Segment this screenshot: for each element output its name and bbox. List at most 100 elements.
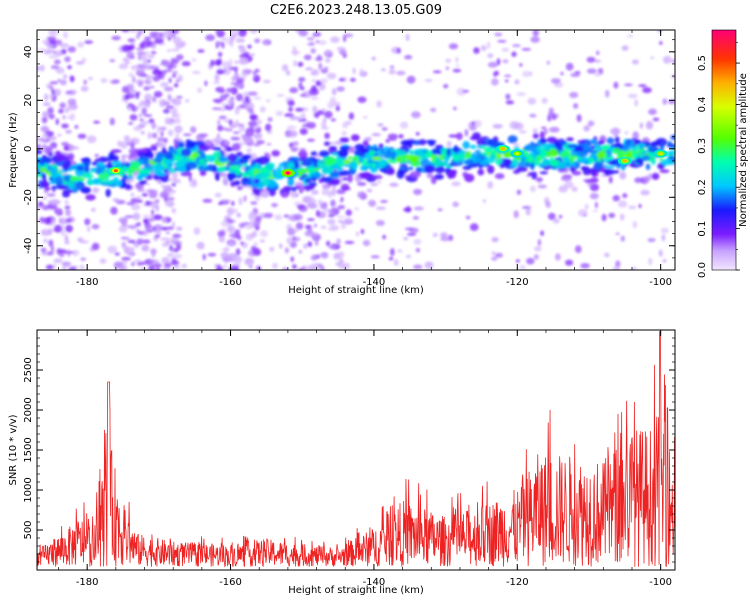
heatmap-speckle	[325, 58, 331, 63]
x-tick-label: -180	[76, 577, 99, 588]
heatmap-speckle	[405, 254, 412, 259]
heatmap-speckle	[230, 82, 239, 85]
heatmap-band-blob	[80, 187, 92, 193]
y-tick-label: 0	[23, 146, 34, 152]
heatmap-speckle	[571, 186, 578, 192]
heatmap-speckle	[231, 76, 236, 82]
heatmap-speckle	[46, 193, 56, 197]
heatmap-speckle	[134, 223, 138, 228]
heatmap-speckle	[171, 171, 178, 179]
heatmap-speckle	[348, 112, 355, 120]
colorbar-frame	[711, 29, 737, 271]
heatmap-speckle	[91, 224, 100, 230]
heatmap-speckle	[214, 59, 222, 66]
heatmap-speckle	[377, 123, 384, 127]
heatmap-speckle	[615, 260, 621, 268]
heatmap-speckle	[117, 140, 122, 147]
heatmap-speckle	[148, 217, 156, 222]
heatmap-speckle	[662, 98, 668, 105]
heatmap-speckle	[594, 59, 601, 63]
heatmap-band-blob	[560, 176, 572, 182]
colorbar-label: Normalized spectral amplitude	[738, 73, 749, 227]
heatmap-speckle	[336, 86, 345, 92]
heatmap-speckle	[221, 63, 232, 69]
heatmap-speckle	[341, 187, 351, 191]
heatmap-band-blob	[368, 149, 376, 157]
heatmap-speckle	[299, 148, 307, 152]
heatmap-speckle	[216, 69, 225, 75]
heatmap-band-blob	[156, 165, 166, 171]
heatmap-speckle	[371, 56, 376, 61]
x-tick-label: -100	[649, 277, 672, 288]
heatmap-band-blob	[530, 162, 535, 171]
heatmap-band-blob	[662, 158, 675, 165]
heatmap-speckle	[65, 129, 72, 134]
heatmap-speckle	[136, 51, 146, 56]
heatmap-speckle	[235, 119, 239, 127]
heatmap-band-blob	[102, 180, 115, 185]
heatmap-speckle	[142, 214, 150, 219]
heatmap-speckle	[375, 206, 386, 210]
heatmap-speckle	[147, 39, 152, 47]
heatmap-speckle	[47, 43, 53, 50]
heatmap-band-blob	[426, 173, 434, 179]
heatmap-band-blob	[303, 184, 315, 191]
heatmap-speckle	[234, 229, 241, 234]
heatmap-speckle	[87, 226, 91, 233]
heatmap-band-blob	[472, 132, 481, 140]
heatmap-band-blob	[462, 165, 472, 170]
heatmap-band-blob	[434, 158, 442, 167]
heatmap-band-blob	[499, 162, 506, 169]
heatmap-speckle	[529, 113, 537, 118]
heatmap-band-blob	[590, 177, 599, 183]
heatmap-speckle	[541, 97, 548, 104]
heatmap-band-blob	[202, 162, 208, 168]
heatmap-speckle	[46, 36, 57, 40]
heatmap-band-blob	[153, 173, 159, 181]
heatmap-band-blob	[329, 181, 340, 185]
heatmap-speckle	[246, 147, 252, 153]
heatmap-speckle	[171, 177, 178, 183]
heatmap-speckle	[321, 265, 325, 270]
heatmap-speckle	[329, 225, 340, 231]
heatmap-speckle	[224, 93, 230, 98]
heatmap-speckle	[229, 67, 237, 71]
heatmap-band-blob	[434, 174, 444, 180]
heatmap-speckle	[298, 30, 308, 37]
heatmap-speckle	[48, 113, 55, 120]
heatmap-speckle	[167, 178, 172, 182]
bottom-plot-area	[37, 330, 675, 570]
heatmap-speckle	[552, 218, 560, 224]
heatmap-band-blob	[144, 151, 154, 159]
heatmap-speckle	[558, 215, 563, 219]
heatmap-speckle	[159, 191, 168, 199]
heatmap-band-blob	[215, 172, 220, 181]
heatmap-speckle	[382, 234, 386, 240]
heatmap-speckle	[162, 30, 173, 38]
heatmap-band-blob	[332, 152, 338, 156]
heatmap-speckle	[662, 259, 667, 263]
heatmap-speckle	[123, 135, 130, 142]
heatmap-speckle	[48, 30, 59, 36]
heatmap-speckle	[254, 68, 260, 73]
heatmap-speckle	[370, 255, 380, 259]
heatmap-speckle	[482, 199, 487, 203]
heatmap-band-blob	[127, 175, 133, 180]
heatmap-speckle	[253, 132, 263, 140]
heatmap-speckle	[171, 64, 177, 69]
heatmap-speckle	[306, 122, 316, 129]
heatmap-speckle	[516, 92, 526, 97]
colorbar-tick-label: 0.3	[697, 138, 708, 154]
heatmap-speckle	[295, 227, 299, 233]
heatmap-speckle	[320, 225, 327, 229]
heatmap-speckle	[143, 86, 150, 91]
heatmap-speckle	[344, 240, 355, 245]
heatmap-band-blob	[136, 174, 144, 181]
heatmap-speckle	[469, 223, 479, 232]
heatmap-speckle	[60, 233, 68, 237]
heatmap-speckle	[560, 71, 564, 76]
heatmap-speckle	[163, 69, 173, 73]
heatmap-speckle	[44, 217, 52, 225]
heatmap-speckle	[555, 253, 561, 261]
heatmap-speckle	[575, 245, 582, 254]
